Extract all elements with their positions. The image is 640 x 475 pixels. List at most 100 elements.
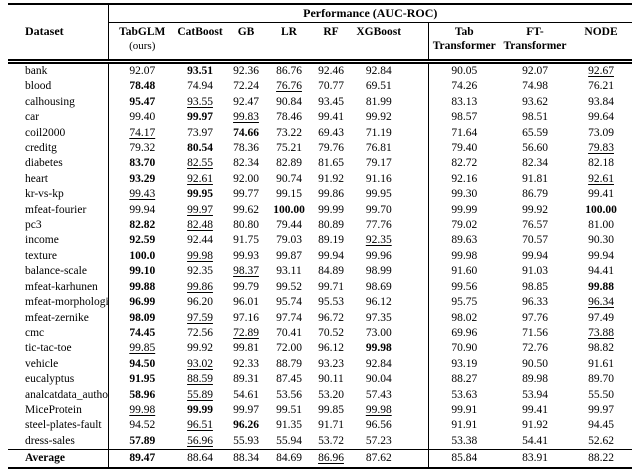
auc-value-text: 73.97 — [187, 126, 213, 139]
auc-value-text: 76.57 — [522, 219, 548, 232]
auc-value-text: 80.89 — [318, 219, 344, 232]
auc-value-text: 74.17 — [129, 126, 156, 139]
auc-value-text: 99.99 — [451, 203, 478, 216]
auc-value: 99.94 — [310, 249, 352, 264]
auc-value: 91.03 — [500, 264, 570, 279]
auc-value: 74.26 — [428, 79, 500, 94]
auc-value-text: 92.84 — [365, 357, 392, 370]
auc-value-text: 99.92 — [187, 342, 213, 355]
auc-value-text: 99.94 — [588, 249, 614, 262]
auc-value: 98.51 — [500, 110, 570, 125]
auc-value: 91.75 — [224, 233, 268, 248]
auc-value: 91.60 — [428, 264, 500, 279]
auc-value-text: 57.23 — [365, 434, 392, 447]
auc-value: 99.92 — [500, 203, 570, 218]
auc-value-text: 99.97 — [588, 403, 614, 416]
auc-value-text: 92.67 — [588, 65, 614, 77]
auc-value: 82.72 — [428, 156, 500, 171]
dataset-name: pc3 — [8, 218, 109, 234]
auc-value-text: 99.56 — [451, 280, 478, 293]
auc-value-text: 99.10 — [129, 265, 156, 278]
auc-value: 79.76 — [310, 141, 352, 156]
dataset-name: diabetes — [8, 156, 109, 172]
auc-value-text: 91.75 — [233, 234, 259, 247]
auc-value-text: 58.96 — [129, 388, 156, 401]
auc-value-text: 97.74 — [276, 311, 302, 324]
auc-value-text: 92.61 — [588, 172, 614, 185]
auc-value-text: 98.02 — [451, 311, 478, 324]
auc-value-text: 65.59 — [522, 126, 548, 139]
auc-value-text: 99.81 — [233, 342, 259, 355]
auc-value-text: 53.72 — [318, 434, 344, 447]
auc-value: 98.85 — [500, 280, 570, 295]
auc-value: 94.45 — [570, 418, 632, 433]
auc-value-text: 99.70 — [365, 203, 392, 216]
auc-value-text: 92.00 — [233, 172, 259, 185]
auc-value-text: 71.64 — [451, 126, 478, 139]
auc-value: 84.89 — [310, 264, 352, 279]
table-row: MiceProtein 99.98 99.99 99.97 99.51 99.85 99.9… — [8, 402, 632, 419]
auc-value: 73.00 — [352, 325, 429, 342]
auc-value: 74.94 — [176, 79, 224, 94]
table-row: kr-vs-kp 99.43 99.95 99.77 99.15 99.86 99.95 99… — [8, 187, 632, 203]
auc-value-text: 97.49 — [588, 311, 614, 324]
auc-value-text: 53.56 — [276, 388, 302, 401]
auc-value-text: 99.41 — [318, 111, 344, 124]
auc-value-text: 56.96 — [187, 434, 213, 447]
auc-value: 94.41 — [570, 264, 632, 279]
auc-value: 73.97 — [176, 126, 224, 141]
auc-value: 80.89 — [310, 218, 352, 233]
auc-value: 86.76 — [268, 62, 310, 80]
auc-value-text: 69.51 — [365, 80, 392, 93]
auc-value-text: 83.70 — [129, 157, 156, 170]
auc-value-text: 72.24 — [233, 80, 259, 93]
auc-value: 88.27 — [428, 372, 500, 387]
auc-value-text: 78.48 — [129, 80, 156, 93]
table-row: dress-sales 57.89 56.96 55.93 55.94 53.72 57.2… — [8, 433, 632, 450]
auc-value-text: 73.22 — [276, 126, 302, 139]
auc-value: 99.43 — [108, 187, 176, 202]
auc-value: 53.72 — [310, 434, 352, 450]
auc-value-text: 91.35 — [276, 419, 302, 432]
auc-value: 92.44 — [176, 233, 224, 248]
auc-value-text: 91.03 — [522, 265, 548, 278]
auc-value-text: 98.09 — [129, 311, 156, 324]
auc-value: 82.82 — [108, 218, 176, 233]
auc-value-text: 99.51 — [276, 403, 302, 416]
auc-value: 92.84 — [352, 356, 429, 373]
auc-value-text: 90.50 — [522, 357, 548, 370]
auc-value-text: 98.85 — [522, 280, 548, 293]
auc-value: 99.97 — [224, 403, 268, 418]
auc-value-text: 99.99 — [187, 403, 213, 416]
auc-value-text: 95.75 — [451, 296, 478, 309]
auc-value: 93.51 — [176, 62, 224, 80]
auc-value: 99.99 — [176, 403, 224, 418]
auc-value: 69.96 — [428, 326, 500, 341]
table-row: diabetes 83.70 82.55 82.34 82.89 81.65 79.17 82… — [8, 156, 632, 172]
auc-value: 90.04 — [352, 372, 429, 388]
auc-value: 96.01 — [224, 295, 268, 310]
auc-value-text: 98.99 — [365, 265, 392, 278]
auc-value-text: 88.27 — [451, 373, 478, 386]
column-header-gb: GB — [224, 23, 268, 62]
auc-value-text: 72.76 — [522, 342, 548, 355]
auc-value: 78.46 — [268, 110, 310, 125]
dataset-name: coil2000 — [8, 125, 109, 142]
auc-value: 99.92 — [352, 110, 429, 126]
auc-value: 82.34 — [500, 156, 570, 171]
auc-value-text: 98.69 — [365, 280, 392, 293]
auc-value: 99.71 — [310, 280, 352, 295]
auc-value-text: 99.41 — [588, 188, 614, 201]
auc-value-text: 99.94 — [129, 203, 156, 216]
auc-value: 57.43 — [352, 387, 429, 403]
auc-value-text: 81.00 — [588, 219, 614, 232]
auc-value: 99.98 — [428, 249, 500, 264]
auc-value-text: 92.35 — [187, 265, 213, 278]
auc-value: 97.35 — [352, 310, 429, 326]
auc-value-text: 99.97 — [233, 403, 259, 416]
auc-value: 100.00 — [570, 203, 632, 218]
column-header-node: NODE — [570, 23, 632, 62]
auc-value: 55.50 — [570, 388, 632, 403]
auc-value: 56.60 — [500, 141, 570, 156]
auc-value: 73.22 — [268, 126, 310, 141]
